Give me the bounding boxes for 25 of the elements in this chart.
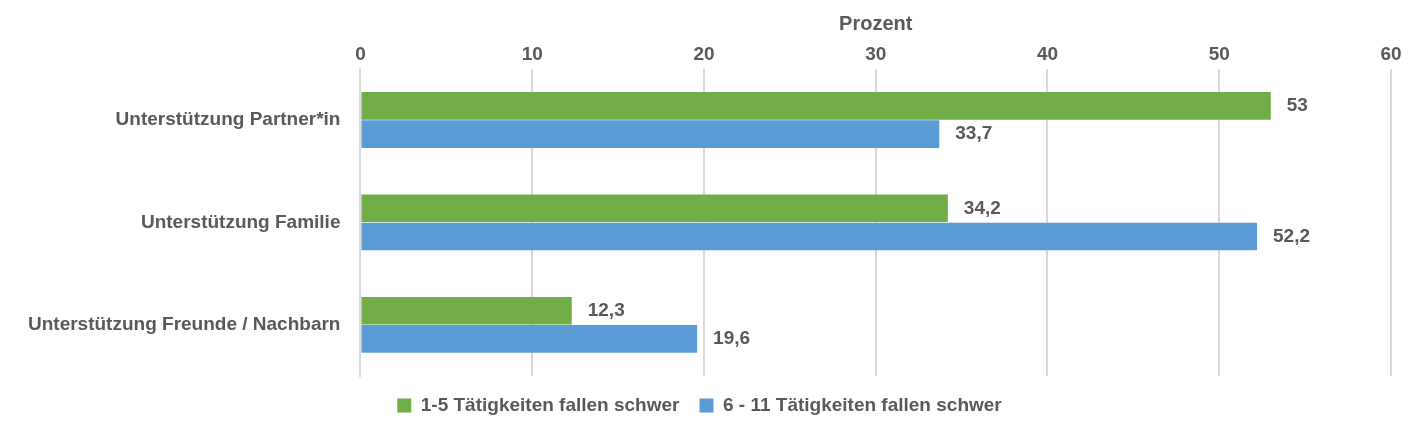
y-tick-label: Unterstützung Partner*in: [115, 108, 341, 130]
bar: [361, 120, 940, 148]
data-label: 34,2: [963, 196, 1001, 218]
x-tick-label: 30: [865, 42, 887, 64]
data-label: 19,6: [713, 327, 751, 349]
legend-label: 1-5 Tätigkeiten fallen schwer: [420, 393, 681, 415]
bar: [361, 194, 948, 223]
y-tick-label: Unterstützung Freunde / Nachbarn: [27, 313, 341, 335]
data-label: 12,3: [587, 298, 625, 320]
data-label: 52,2: [1273, 224, 1311, 246]
x-tick-label: 60: [1380, 42, 1402, 64]
x-tick-label: 50: [1208, 42, 1230, 64]
x-tick-label: 40: [1036, 42, 1059, 64]
data-label: 53: [1286, 94, 1308, 116]
bar: [361, 296, 572, 325]
bar: [361, 222, 1258, 251]
data-label: 33,7: [955, 122, 993, 144]
y-tick-label: Unterstützung Familie: [140, 210, 341, 232]
bar: [361, 92, 1271, 120]
x-tick-label: 0: [355, 42, 366, 64]
x-tick-label: 10: [521, 42, 543, 64]
x-axis-title: Prozent: [839, 11, 913, 34]
bar: [361, 325, 698, 353]
x-tick-label: 20: [693, 42, 715, 64]
legend-label: 6 - 11 Tätigkeiten fallen schwer: [722, 393, 1003, 415]
